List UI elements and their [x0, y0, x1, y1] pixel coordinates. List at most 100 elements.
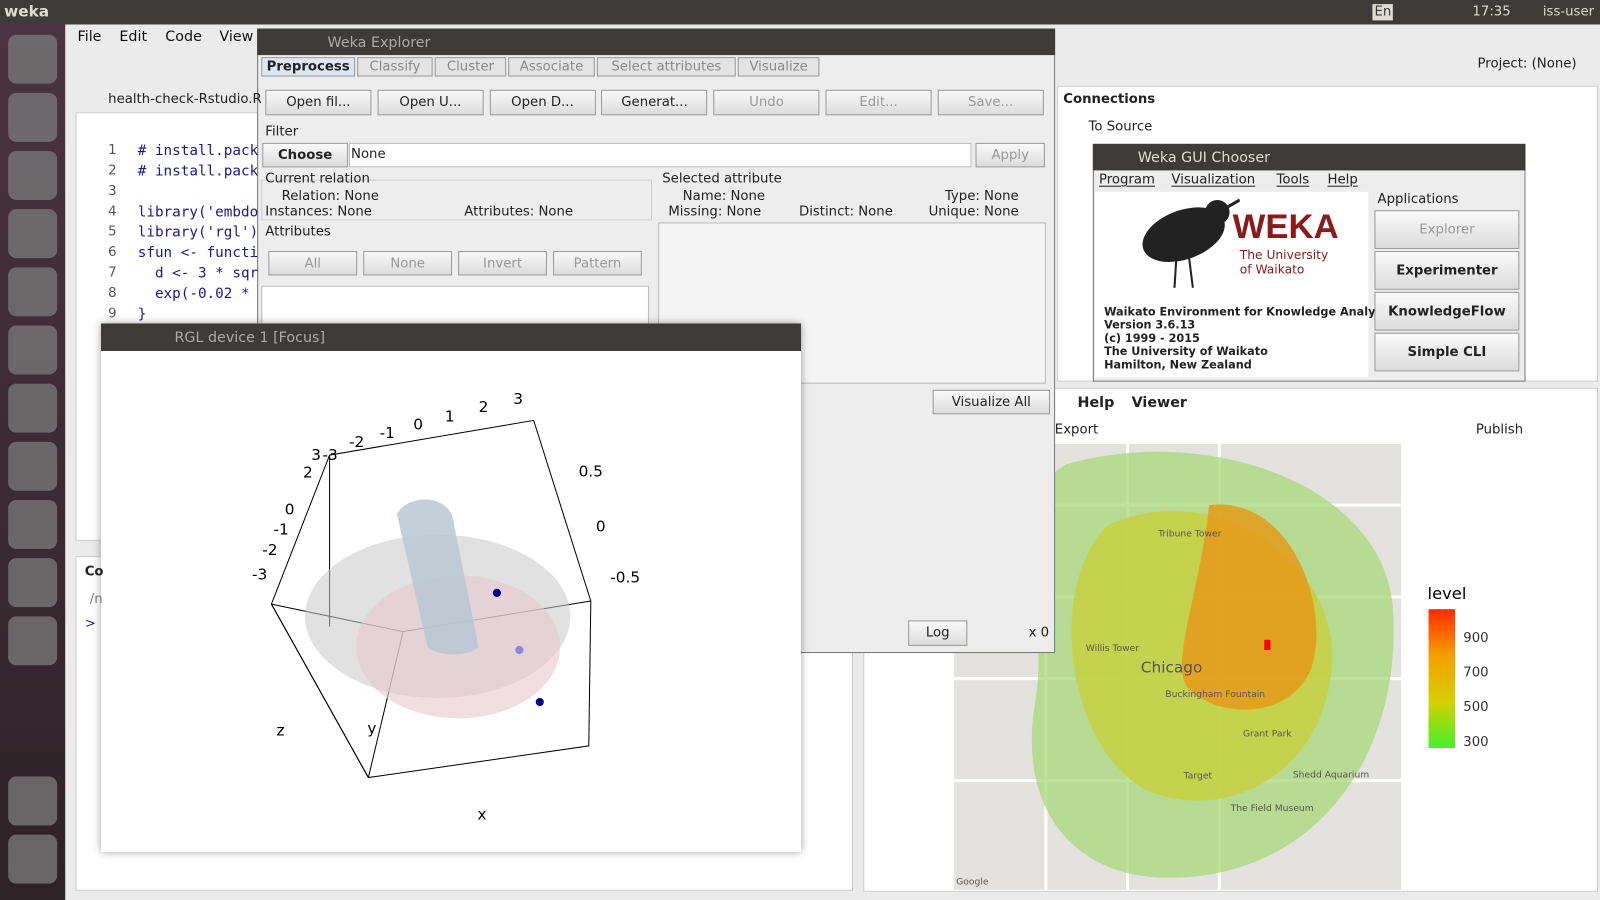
code-line: d <- 3 * sqr: [137, 265, 259, 282]
button[interactable]: Undo: [713, 89, 820, 116]
button[interactable]: Invert: [458, 251, 547, 276]
to-source[interactable]: To Source: [1088, 118, 1153, 135]
code-line: exp(-0.02 *: [137, 285, 259, 303]
code-line: library('embdo: [137, 204, 259, 221]
launcher-icon[interactable]: [8, 34, 58, 84]
tab[interactable]: Visualize: [737, 57, 820, 77]
line-number: 5: [108, 224, 117, 240]
button[interactable]: Open D...: [489, 89, 596, 116]
menu-item: Program: [1098, 172, 1155, 188]
publish[interactable]: Publish: [1475, 421, 1524, 438]
tick-label: -3: [252, 565, 268, 584]
launcher-icon[interactable]: [8, 834, 58, 884]
field: Instances: None: [265, 204, 372, 220]
log[interactable]: Log: [908, 620, 968, 646]
launcher-icon[interactable]: [8, 209, 58, 259]
relation-box: [261, 179, 653, 221]
tab[interactable]: Classify: [357, 57, 433, 77]
button[interactable]: Save...: [937, 89, 1044, 116]
tick-label: -2: [348, 432, 365, 452]
code-line: # install.pack: [137, 163, 259, 180]
field: Name: None: [682, 188, 766, 205]
window-title: Weka Explorer: [327, 34, 431, 52]
tick-label: -1: [379, 423, 395, 442]
group-title: Current relation: [265, 171, 370, 187]
menu-item: Help: [1327, 172, 1358, 188]
map-label: Tribune Tower: [1158, 529, 1222, 540]
file-tab: health-check-Rstudio.R: [108, 91, 262, 108]
group-title: Filter: [265, 124, 299, 140]
tick-label: -0.5: [610, 568, 641, 587]
tab[interactable]: Associate: [508, 57, 595, 77]
launcher-icon[interactable]: [8, 558, 58, 608]
top-bar: [0, 0, 1600, 25]
launcher-icon[interactable]: [8, 616, 58, 666]
point: [535, 697, 544, 707]
info-line: The University of Waikato: [1104, 344, 1268, 359]
launcher-icon[interactable]: [8, 441, 58, 491]
launcher-icon[interactable]: [8, 383, 58, 433]
line-number: 1: [108, 142, 117, 159]
tick-label: -3: [322, 445, 338, 465]
launcher-icon[interactable]: [8, 776, 58, 826]
launcher-icon[interactable]: [8, 325, 58, 375]
filter-value: None: [351, 146, 386, 163]
map: [954, 443, 1402, 890]
tab[interactable]: Select attributes: [596, 57, 736, 77]
rgl-plot: [270, 419, 592, 779]
menu-item: Edit: [119, 28, 148, 45]
button[interactable]: Edit...: [825, 89, 932, 116]
tab[interactable]: Cluster: [434, 57, 507, 77]
line-number: 7: [108, 265, 117, 281]
group-title: Attributes: [265, 224, 331, 240]
tick-label: -2: [262, 540, 278, 560]
logo-line: The University: [1239, 247, 1329, 263]
tick-label: 1: [444, 407, 455, 426]
button[interactable]: Experimenter: [1374, 251, 1520, 290]
menu-item: Tools: [1276, 172, 1310, 188]
field: Distinct: None: [798, 204, 893, 220]
visualize-all[interactable]: Visualize All: [932, 389, 1050, 415]
button[interactable]: Open fil...: [265, 89, 372, 116]
density-level-700: [1181, 504, 1317, 710]
code-line: sfun <- functi: [137, 244, 259, 262]
button[interactable]: Generat...: [601, 89, 708, 116]
tick-label: 0.5: [578, 462, 603, 481]
button[interactable]: Simple CLI: [1374, 332, 1520, 372]
code-line: library('rgl'): [137, 224, 259, 241]
button[interactable]: Open U...: [377, 89, 484, 116]
line-number: 6: [108, 244, 117, 261]
button[interactable]: KnowledgeFlow: [1374, 291, 1520, 331]
menu-item: Visualization: [1171, 172, 1256, 188]
axis-label: z: [276, 721, 285, 740]
user: iss-user: [1542, 4, 1595, 20]
tab[interactable]: Preprocess: [261, 57, 356, 77]
button[interactable]: None: [363, 251, 453, 276]
launcher-icon[interactable]: [8, 92, 58, 142]
line-number: 3: [108, 183, 117, 199]
export[interactable]: Export: [1054, 421, 1099, 438]
launcher-icon[interactable]: [8, 267, 58, 317]
button[interactable]: All: [268, 251, 358, 276]
menu-item: File: [77, 28, 102, 45]
map-label: Chicago: [1140, 658, 1203, 677]
button[interactable]: Pattern: [553, 251, 642, 276]
launcher-icon[interactable]: [8, 499, 58, 549]
tick-label: 0: [413, 415, 424, 434]
tick-label: 2: [478, 397, 489, 417]
window-title: RGL device 1 [Focus]: [174, 329, 326, 346]
map-label: Google: [956, 877, 989, 888]
legend-label: 500: [1463, 699, 1489, 716]
apply[interactable]: Apply: [975, 142, 1045, 168]
field: Missing: None: [668, 204, 762, 220]
choose[interactable]: Choose: [262, 142, 348, 168]
tick-label: -1: [273, 520, 289, 539]
line-number: 8: [108, 285, 117, 302]
tick-label: 3: [311, 445, 321, 465]
axis-label: x: [477, 805, 487, 824]
launcher-icon[interactable]: [8, 151, 58, 200]
button[interactable]: Explorer: [1374, 210, 1520, 249]
code-line: }: [137, 306, 147, 323]
map-label: Buckingham Fountain: [1165, 689, 1266, 700]
info-line: Version 3.6.13: [1104, 318, 1196, 332]
